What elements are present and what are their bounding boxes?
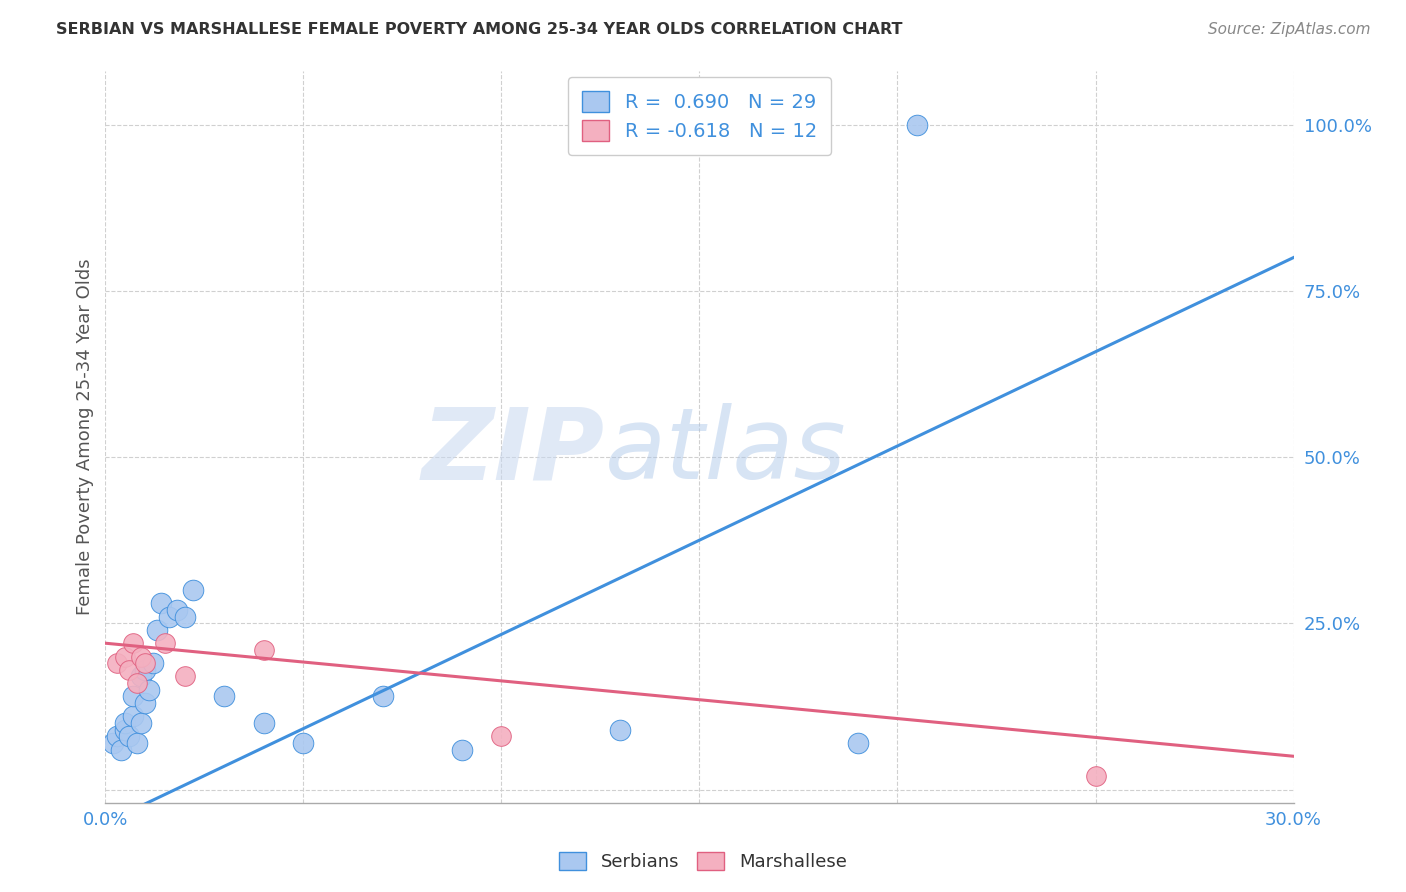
Point	[292, 736, 315, 750]
Text: atlas: atlas	[605, 403, 846, 500]
Point	[1084, 769, 1107, 783]
Legend: R =  0.690   N = 29, R = -0.618   N = 12: R = 0.690 N = 29, R = -0.618 N = 12	[568, 78, 831, 155]
Point	[846, 736, 869, 750]
Point	[134, 656, 156, 670]
Point	[110, 742, 132, 756]
Point	[127, 676, 149, 690]
Point	[173, 609, 195, 624]
Point	[253, 643, 276, 657]
Point	[609, 723, 631, 737]
Point	[181, 582, 204, 597]
Point	[157, 609, 180, 624]
Point	[129, 669, 152, 683]
Point	[134, 663, 156, 677]
Point	[129, 716, 152, 731]
Point	[118, 663, 141, 677]
Point	[105, 729, 128, 743]
Text: Source: ZipAtlas.com: Source: ZipAtlas.com	[1208, 22, 1371, 37]
Point	[371, 690, 394, 704]
Point	[114, 649, 136, 664]
Point	[149, 596, 172, 610]
Text: SERBIAN VS MARSHALLESE FEMALE POVERTY AMONG 25-34 YEAR OLDS CORRELATION CHART: SERBIAN VS MARSHALLESE FEMALE POVERTY AM…	[56, 22, 903, 37]
Point	[103, 736, 125, 750]
Point	[105, 656, 128, 670]
Point	[122, 709, 145, 723]
Point	[166, 603, 188, 617]
Point	[214, 690, 236, 704]
Point	[253, 716, 276, 731]
Y-axis label: Female Poverty Among 25-34 Year Olds: Female Poverty Among 25-34 Year Olds	[76, 259, 94, 615]
Point	[138, 682, 160, 697]
Point	[153, 636, 176, 650]
Point	[450, 742, 472, 756]
Point	[127, 736, 149, 750]
Point	[118, 729, 141, 743]
Point	[114, 723, 136, 737]
Point	[142, 656, 165, 670]
Text: ZIP: ZIP	[422, 403, 605, 500]
Point	[122, 636, 145, 650]
Point	[122, 690, 145, 704]
Point	[146, 623, 169, 637]
Point	[905, 118, 928, 132]
Point	[114, 716, 136, 731]
Point	[134, 696, 156, 710]
Point	[491, 729, 513, 743]
Point	[129, 649, 152, 664]
Legend: Serbians, Marshallese: Serbians, Marshallese	[553, 845, 853, 879]
Point	[173, 669, 195, 683]
